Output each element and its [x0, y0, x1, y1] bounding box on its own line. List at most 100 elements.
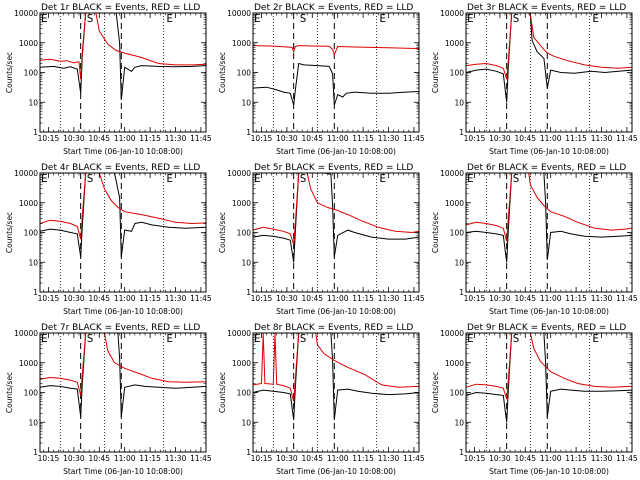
y-tick-label: 1 — [459, 128, 464, 137]
interval-marker-label: E — [166, 172, 173, 185]
y-tick-label: 100 — [450, 389, 465, 398]
y-axis-label: Counts/sec — [218, 372, 227, 413]
x-tick-label: 11:00 — [540, 294, 562, 303]
panel-title: Det 5r BLACK = Events, RED = LLD — [254, 163, 413, 173]
events-series-line — [40, 13, 206, 100]
interval-marker-label: S — [513, 332, 520, 345]
interval-marker-label: E — [467, 172, 474, 185]
x-tick-label: 11:15 — [352, 134, 374, 143]
x-tick-label: 10:15 — [38, 134, 60, 143]
y-tick-label: 1000 — [445, 199, 464, 208]
y-tick-label: 100 — [24, 389, 39, 398]
y-tick-label: 1 — [33, 288, 38, 297]
x-tick-label: 11:00 — [327, 294, 349, 303]
y-tick-label: 1 — [246, 288, 251, 297]
interval-marker-label: E — [41, 332, 48, 345]
y-tick-label: 1000 — [19, 199, 38, 208]
x-tick-label: 10:45 — [301, 454, 323, 463]
interval-marker-label: E — [379, 172, 386, 185]
interval-marker-label: S — [513, 172, 520, 185]
detector-panel: Det 9r BLACK = Events, RED = LLD Counts/s… — [431, 323, 638, 476]
detector-panel: Det 8r BLACK = Events, RED = LLD Counts/s… — [218, 323, 425, 476]
y-axis-label: Counts/sec — [431, 52, 440, 93]
panel-title: Det 3r BLACK = Events, RED = LLD — [467, 3, 626, 13]
x-tick-label: 11:15 — [565, 454, 587, 463]
interval-marker-label: E — [592, 332, 599, 345]
interval-marker-label: S — [300, 12, 307, 25]
x-tick-label: 11:30 — [165, 294, 187, 303]
y-tick-label: 10 — [454, 418, 464, 427]
x-tick-label: 10:30 — [276, 294, 298, 303]
x-tick-label: 10:45 — [301, 294, 323, 303]
x-tick-label: 10:15 — [464, 454, 486, 463]
events-series-line — [253, 173, 419, 263]
interval-marker-label: E — [41, 172, 48, 185]
x-tick-label: 11:00 — [327, 454, 349, 463]
interval-marker-label: S — [300, 332, 307, 345]
x-tick-label: 10:45 — [88, 454, 110, 463]
detector-panel: Det 2r BLACK = Events, RED = LLD Counts/s… — [218, 3, 425, 156]
y-tick-label: 10000 — [227, 169, 251, 178]
x-tick-label: 10:15 — [38, 294, 60, 303]
x-tick-label: 11:15 — [352, 294, 374, 303]
plot-frame — [465, 172, 633, 293]
events-series-line — [466, 13, 632, 103]
lld-series-line — [40, 173, 206, 240]
x-axis-label: Start Time (06-Jan-10 10:08:00) — [489, 307, 609, 316]
y-tick-label: 10000 — [14, 169, 38, 178]
plot-frame — [252, 332, 420, 453]
x-tick-label: 10:30 — [489, 454, 511, 463]
y-tick-label: 10000 — [440, 169, 464, 178]
x-tick-label: 11:00 — [114, 294, 136, 303]
x-tick-label: 10:30 — [276, 454, 298, 463]
x-tick-label: 11:45 — [403, 294, 425, 303]
x-tick-label: 10:30 — [489, 294, 511, 303]
interval-marker-label: E — [379, 332, 386, 345]
detector-panel: Det 4r BLACK = Events, RED = LLD Counts/s… — [5, 163, 212, 316]
x-tick-label: 11:00 — [327, 134, 349, 143]
y-tick-label: 1000 — [19, 39, 38, 48]
interval-marker-label: E — [592, 12, 599, 25]
y-tick-label: 100 — [450, 229, 465, 238]
y-axis-label: Counts/sec — [5, 52, 14, 93]
y-tick-label: 100 — [24, 229, 39, 238]
interval-marker-label: E — [467, 332, 474, 345]
y-tick-label: 10000 — [440, 9, 464, 18]
detector-panel: Det 7r BLACK = Events, RED = LLD Counts/s… — [5, 323, 212, 476]
plot-frame — [39, 12, 207, 133]
x-tick-label: 11:15 — [565, 294, 587, 303]
lld-series-line — [466, 333, 632, 400]
x-tick-label: 11:45 — [190, 454, 212, 463]
x-tick-label: 11:45 — [616, 294, 638, 303]
x-tick-label: 10:45 — [88, 134, 110, 143]
x-tick-label: 11:45 — [190, 294, 212, 303]
panel-title: Det 4r BLACK = Events, RED = LLD — [41, 163, 200, 173]
x-tick-label: 11:45 — [616, 454, 638, 463]
y-axis-label: Counts/sec — [218, 212, 227, 253]
x-tick-label: 11:00 — [114, 454, 136, 463]
y-tick-label: 10 — [454, 258, 464, 267]
events-series-line — [40, 333, 206, 418]
y-tick-label: 10 — [28, 418, 38, 427]
y-tick-label: 10000 — [227, 329, 251, 338]
interval-marker-label: E — [254, 332, 261, 345]
interval-marker-label: S — [87, 12, 94, 25]
x-tick-label: 11:15 — [139, 294, 161, 303]
y-tick-label: 1000 — [445, 39, 464, 48]
plot-frame — [252, 12, 420, 133]
x-tick-label: 11:00 — [114, 134, 136, 143]
x-axis-label: Start Time (06-Jan-10 10:08:00) — [63, 147, 183, 156]
lld-series-line — [253, 333, 419, 402]
y-tick-label: 1 — [246, 128, 251, 137]
y-axis-label: Counts/sec — [5, 212, 14, 253]
x-tick-label: 11:15 — [139, 454, 161, 463]
x-axis-label: Start Time (06-Jan-10 10:08:00) — [276, 147, 396, 156]
panel-title: Det 6r BLACK = Events, RED = LLD — [467, 163, 626, 173]
panel-title: Det 2r BLACK = Events, RED = LLD — [254, 3, 413, 13]
y-tick-label: 10 — [454, 98, 464, 107]
y-tick-label: 10 — [241, 98, 251, 107]
lld-series-line — [40, 13, 206, 80]
panel-title: Det 8r BLACK = Events, RED = LLD — [254, 323, 413, 333]
y-tick-label: 1000 — [19, 359, 38, 368]
x-tick-label: 10:30 — [276, 134, 298, 143]
